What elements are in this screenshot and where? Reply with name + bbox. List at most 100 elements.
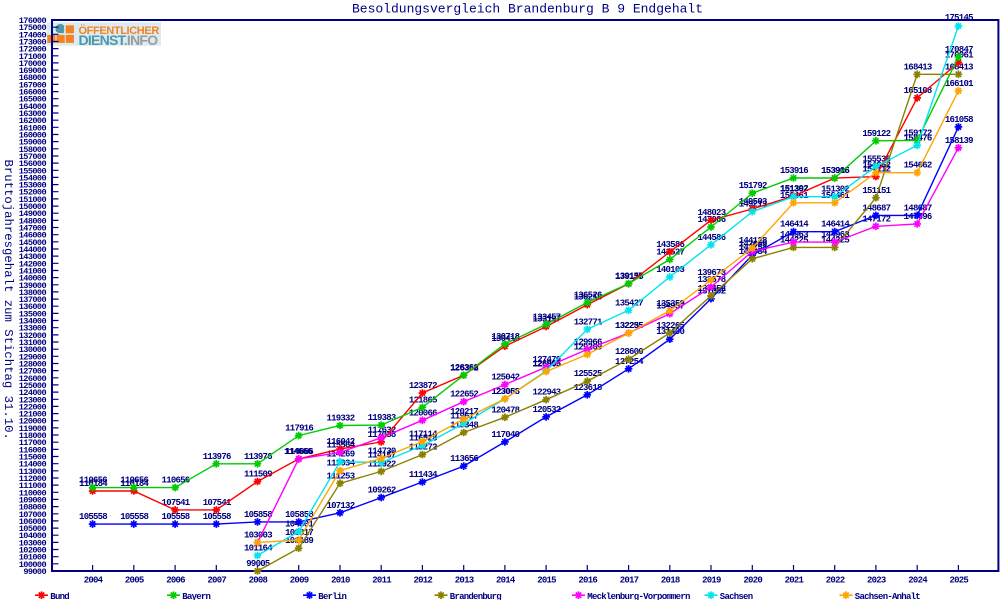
- svg-text:Brandenburg: Brandenburg: [450, 592, 502, 600]
- svg-text:110656: 110656: [120, 476, 148, 486]
- svg-text:122652: 122652: [450, 390, 478, 400]
- svg-text:134957: 134957: [656, 302, 684, 312]
- svg-text:148000: 148000: [19, 216, 47, 226]
- svg-text:164000: 164000: [19, 102, 47, 112]
- svg-text:136000: 136000: [19, 302, 47, 312]
- svg-text:146000: 146000: [19, 231, 47, 241]
- svg-text:144586: 144586: [697, 233, 725, 243]
- svg-text:111000: 111000: [19, 481, 47, 491]
- svg-text:115564: 115564: [326, 441, 355, 451]
- svg-text:133457: 133457: [533, 312, 561, 322]
- svg-text:125042: 125042: [491, 373, 519, 383]
- svg-text:172000: 172000: [19, 45, 47, 55]
- svg-text:127479: 127479: [533, 355, 561, 365]
- svg-text:117916: 117916: [285, 424, 313, 434]
- svg-text:119000: 119000: [19, 424, 47, 434]
- svg-text:149000: 149000: [19, 209, 47, 219]
- svg-text:DIENST.INFO: DIENST.INFO: [79, 32, 159, 48]
- svg-text:147000: 147000: [19, 224, 47, 234]
- svg-text:116000: 116000: [19, 445, 47, 455]
- svg-text:176000: 176000: [19, 16, 47, 26]
- svg-text:126000: 126000: [19, 374, 47, 384]
- svg-text:155536: 155536: [862, 154, 890, 164]
- svg-text:2024: 2024: [908, 576, 928, 586]
- svg-text:170000: 170000: [19, 59, 47, 69]
- svg-text:143000: 143000: [19, 252, 47, 262]
- svg-text:136526: 136526: [574, 291, 602, 301]
- svg-text:170847: 170847: [945, 45, 973, 55]
- svg-text:128000: 128000: [19, 360, 47, 370]
- svg-text:115000: 115000: [19, 453, 47, 463]
- svg-text:105858: 105858: [285, 510, 313, 520]
- svg-text:148687: 148687: [862, 203, 890, 213]
- svg-text:146414: 146414: [821, 220, 850, 230]
- svg-text:121865: 121865: [409, 395, 437, 405]
- svg-text:153916: 153916: [821, 166, 849, 176]
- svg-text:100000: 100000: [19, 560, 47, 570]
- svg-text:120532: 120532: [533, 405, 561, 415]
- svg-text:110656: 110656: [79, 476, 107, 486]
- svg-text:119332: 119332: [326, 414, 354, 424]
- svg-text:2019: 2019: [702, 576, 721, 586]
- svg-text:104501: 104501: [285, 520, 314, 530]
- svg-text:133157: 133157: [533, 315, 561, 325]
- svg-text:113656: 113656: [450, 454, 478, 464]
- svg-text:2022: 2022: [826, 576, 845, 586]
- svg-text:144963: 144963: [821, 230, 849, 240]
- svg-text:99005: 99005: [246, 559, 270, 569]
- svg-text:121000: 121000: [19, 410, 47, 420]
- svg-text:128600: 128600: [615, 347, 643, 357]
- svg-text:144128: 144128: [739, 236, 767, 246]
- svg-text:2015: 2015: [537, 576, 556, 586]
- svg-text:105558: 105558: [203, 512, 231, 522]
- svg-text:156000: 156000: [19, 159, 47, 169]
- svg-text:132265: 132265: [656, 321, 684, 331]
- svg-text:113000: 113000: [19, 467, 47, 477]
- svg-text:111253: 111253: [326, 471, 354, 481]
- svg-text:120066: 120066: [409, 408, 437, 418]
- svg-text:125525: 125525: [574, 369, 602, 379]
- svg-text:Bayern: Bayern: [182, 592, 210, 600]
- svg-text:153000: 153000: [19, 181, 47, 191]
- svg-text:151307: 151307: [780, 185, 808, 195]
- svg-text:135000: 135000: [19, 309, 47, 319]
- svg-text:168413: 168413: [904, 62, 932, 72]
- svg-text:148687: 148687: [904, 203, 932, 213]
- svg-text:175000: 175000: [19, 23, 47, 33]
- svg-text:113976: 113976: [244, 452, 272, 462]
- svg-text:159172: 159172: [904, 128, 932, 138]
- svg-text:140000: 140000: [19, 274, 47, 284]
- svg-text:159122: 159122: [862, 129, 890, 139]
- svg-text:127000: 127000: [19, 367, 47, 377]
- svg-text:143659: 143659: [739, 239, 767, 249]
- svg-text:105558: 105558: [79, 512, 107, 522]
- svg-text:154000: 154000: [19, 173, 47, 183]
- svg-text:117632: 117632: [368, 426, 396, 436]
- svg-text:116042: 116042: [326, 437, 354, 447]
- svg-text:107541: 107541: [203, 498, 232, 508]
- svg-text:171000: 171000: [19, 52, 47, 62]
- svg-text:139135: 139135: [615, 272, 643, 282]
- svg-text:2010: 2010: [331, 576, 350, 586]
- svg-text:104000: 104000: [19, 531, 47, 541]
- svg-text:107132: 107132: [326, 501, 354, 511]
- svg-text:151392: 151392: [780, 184, 808, 194]
- svg-text:119383: 119383: [368, 413, 396, 423]
- svg-text:2007: 2007: [207, 576, 226, 586]
- svg-text:2006: 2006: [166, 576, 185, 586]
- svg-text:149213: 149213: [739, 200, 767, 210]
- svg-text:2012: 2012: [413, 576, 432, 586]
- svg-text:110184: 110184: [120, 479, 149, 489]
- svg-text:134000: 134000: [19, 317, 47, 327]
- svg-text:Besoldungsvergleich Brandenbur: Besoldungsvergleich Brandenburg B 9 Endg…: [352, 1, 703, 16]
- svg-text:141000: 141000: [19, 267, 47, 277]
- svg-text:165108: 165108: [904, 86, 932, 96]
- svg-text:123872: 123872: [409, 381, 437, 391]
- svg-text:2004: 2004: [84, 576, 104, 586]
- svg-text:126865: 126865: [533, 360, 561, 370]
- svg-text:2025: 2025: [949, 576, 968, 586]
- svg-text:140103: 140103: [656, 265, 684, 275]
- svg-text:139157: 139157: [615, 272, 643, 282]
- svg-text:112000: 112000: [19, 474, 47, 484]
- svg-text:148023: 148023: [697, 208, 725, 218]
